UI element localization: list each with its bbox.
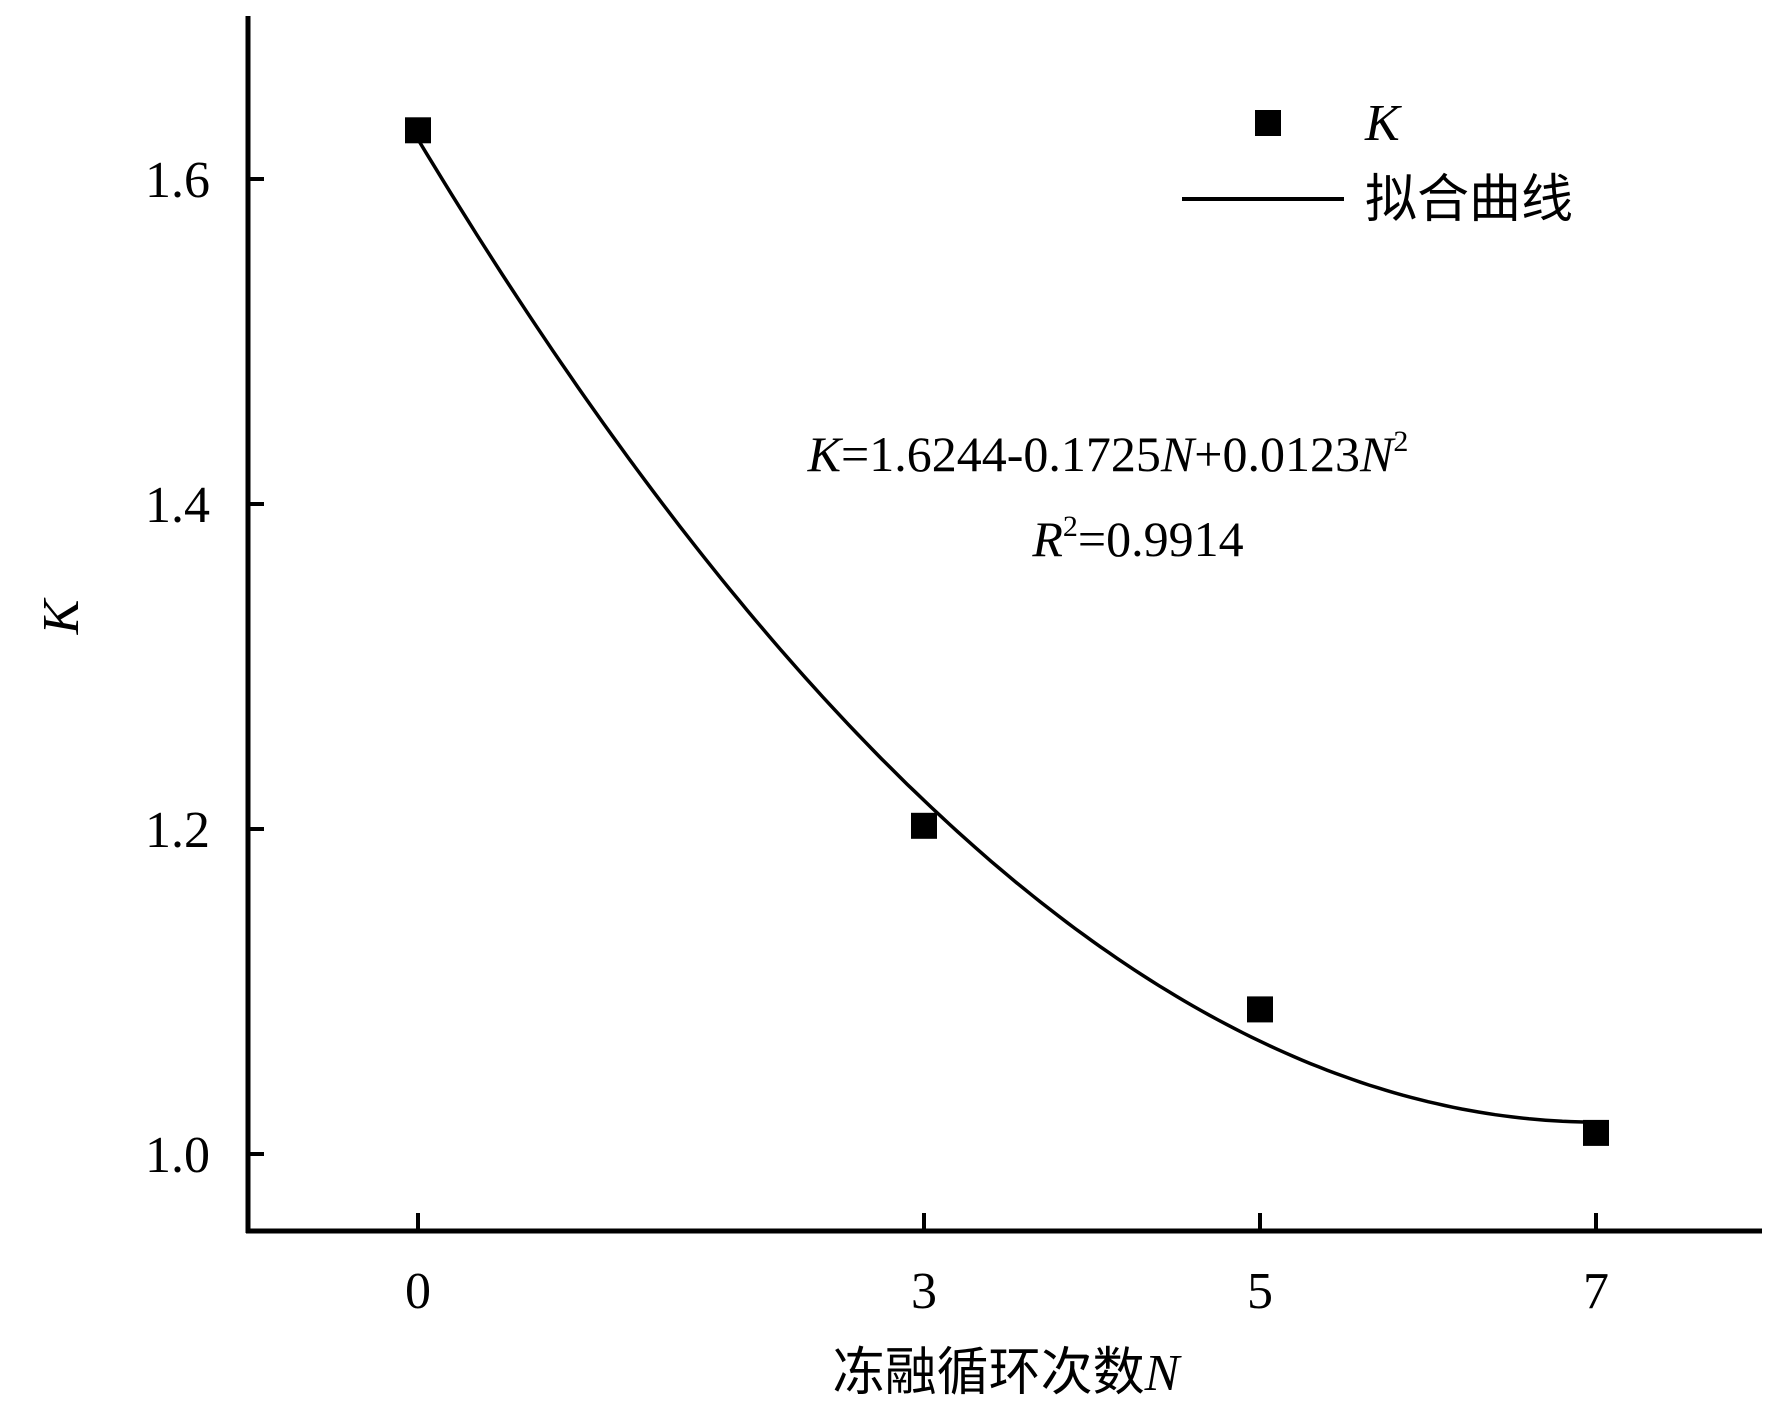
x-tick-label-3: 3	[911, 1263, 937, 1320]
equation-sup: 2	[1393, 425, 1408, 458]
x-axis-title-var: N	[1144, 1345, 1183, 1402]
x-tick-labels: 0 3 5 7	[405, 1263, 1609, 1320]
x-tick-label-0: 0	[405, 1263, 431, 1320]
equation-n2: N	[1359, 426, 1396, 482]
r2-value: =0.9914	[1078, 511, 1244, 567]
legend: K 拟合曲线	[1182, 95, 1573, 229]
equation-annotation: K=1.6244-0.1725N+0.0123N2	[807, 425, 1409, 482]
y-ticks	[248, 177, 264, 1156]
r2-r: R	[1031, 511, 1063, 567]
y-tick-label-1.4: 1.4	[145, 477, 210, 534]
legend-marker-square	[1255, 110, 1281, 136]
y-tick-label-1.0: 1.0	[145, 1127, 210, 1184]
equation-mid: +0.0123	[1194, 426, 1360, 482]
x-tick-label-7: 7	[1583, 1263, 1609, 1320]
y-tick-labels: 1.6 1.4 1.2 1.0	[145, 152, 210, 1184]
x-ticks	[416, 1213, 1598, 1231]
data-point-n3	[911, 812, 937, 839]
x-axis-title-text: 冻融循环次数	[833, 1345, 1145, 1402]
legend-label-k: K	[1364, 95, 1402, 152]
equation-n1: N	[1160, 426, 1197, 482]
plot-area	[405, 117, 1609, 1146]
fit-curve-line	[416, 138, 1596, 1124]
data-point-n0	[405, 117, 431, 144]
equation-k: K	[807, 426, 844, 482]
legend-label-fit: 拟合曲线	[1365, 172, 1573, 229]
r2-sup: 2	[1063, 510, 1078, 543]
x-tick-label-5: 5	[1247, 1263, 1273, 1320]
x-axis-title: 冻融循环次数N	[833, 1345, 1183, 1402]
y-axis-title: K	[33, 597, 90, 635]
equation-coef: =1.6244-0.1725	[841, 426, 1161, 482]
y-tick-label-1.2: 1.2	[145, 802, 210, 859]
data-point-n5	[1247, 996, 1273, 1023]
r2-annotation: R2=0.9914	[1031, 510, 1243, 567]
y-tick-label-1.6: 1.6	[145, 152, 210, 209]
marker-group	[405, 117, 1609, 1146]
data-point-n7	[1583, 1119, 1609, 1146]
